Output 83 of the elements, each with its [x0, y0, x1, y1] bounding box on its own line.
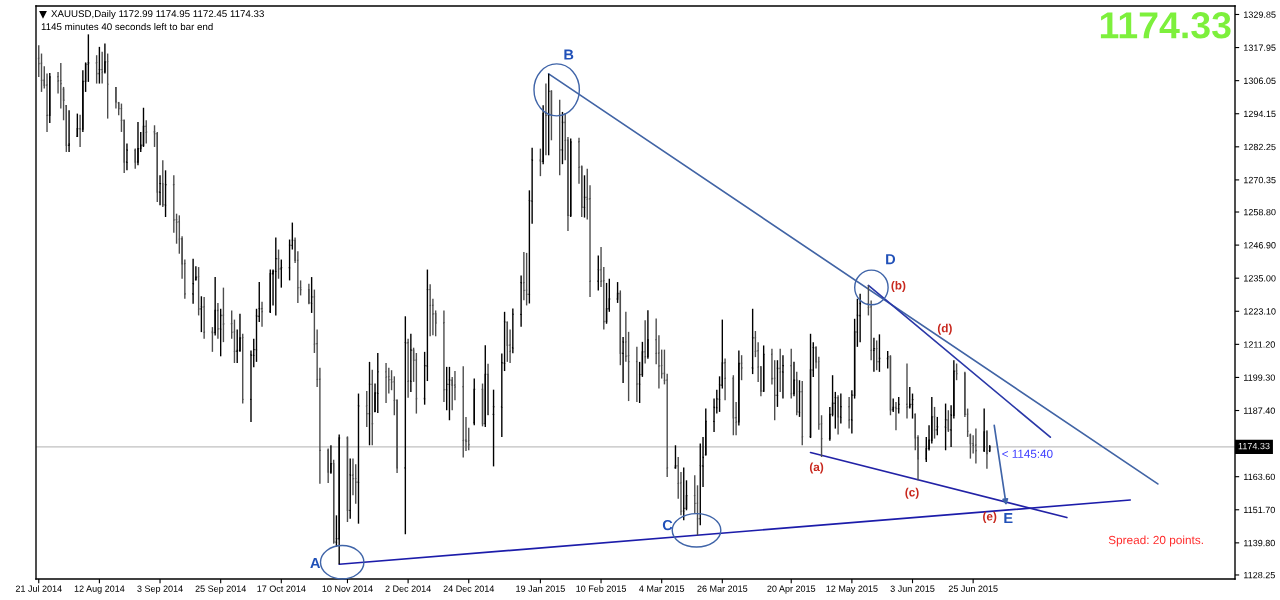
- x-tick-label: 12 Aug 2014: [74, 585, 125, 594]
- candlestick: [158, 174, 162, 207]
- candlestick: [480, 382, 485, 428]
- candlestick: [731, 374, 735, 436]
- y-tick-label: 1223.10: [1244, 308, 1276, 315]
- candlestick: [643, 319, 647, 365]
- x-tick-label: 2 Dec 2014: [385, 585, 431, 592]
- x-tick-label: 10 Feb 2015: [576, 585, 627, 592]
- y-tick-label: 1199.30: [1244, 374, 1275, 381]
- x-tick-label: 3 Jun 2015: [890, 585, 935, 592]
- annotation: (d): [937, 323, 952, 335]
- x-tick-label: 3 Sep 2014: [137, 585, 183, 594]
- y-tick-label: 1246.90: [1244, 242, 1276, 249]
- annotation: (c): [905, 487, 919, 499]
- candlestick: [646, 309, 650, 360]
- y-tick-label: 1270.35: [1244, 176, 1276, 184]
- candlestick: [114, 86, 118, 110]
- y-tick-label: 1282.25: [1244, 143, 1276, 151]
- x-tick-label: 4 Mar 2015: [639, 585, 685, 592]
- candlestick: [486, 363, 490, 416]
- y-tick-label: 1294.15: [1244, 110, 1276, 118]
- candlestick: [384, 362, 388, 404]
- y-tick-label: 1187.40: [1244, 407, 1275, 414]
- candlestick: [483, 344, 487, 428]
- candlestick: [905, 362, 909, 420]
- candlestick: [268, 268, 272, 314]
- candlestick: [836, 394, 840, 436]
- annotation: Spread: 20 points.: [1108, 535, 1203, 547]
- ref-line-label: 1174.33: [1238, 442, 1270, 450]
- candlestick: [847, 396, 851, 430]
- text: 1145 minutes 40 seconds left to bar end: [41, 22, 213, 31]
- annotation: < 1145:40: [1002, 449, 1053, 458]
- y-tick-label: 1139.80: [1244, 539, 1275, 547]
- x-tick-label: 25 Sep 2014: [195, 585, 247, 594]
- annotation: C: [662, 519, 673, 531]
- candlestick: [762, 344, 766, 393]
- x-tick-label: 21 Jul 2014: [15, 585, 62, 592]
- annotation: (e): [983, 511, 997, 523]
- x-tick-label: 10 Nov 2014: [322, 585, 373, 592]
- x-tick-label: 17 Oct 2014: [257, 585, 306, 592]
- y-tick-label: 1151.70: [1244, 506, 1275, 514]
- x-tick-label: 25 Jun 2015: [948, 585, 998, 592]
- candlestick: [329, 444, 333, 475]
- y-tick-label: 1128.25: [1244, 571, 1275, 579]
- x-tick-label: 26 Mar 2015: [697, 585, 748, 592]
- annotation: A: [310, 558, 321, 569]
- candlestick: [125, 142, 129, 172]
- candlestick: [472, 377, 476, 426]
- candlestick: [974, 427, 978, 465]
- candlestick: [376, 352, 380, 414]
- candlestick: [67, 109, 71, 153]
- y-tick-label: 1235.00: [1244, 275, 1276, 282]
- y-tick-label: 1163.60: [1244, 473, 1275, 481]
- annotation: E: [1004, 513, 1013, 524]
- annotation: 1174.33: [1100, 11, 1231, 39]
- x-tick-label: 24 Dec 2014: [443, 585, 495, 592]
- y-tick-label: 1211.20: [1244, 341, 1275, 348]
- candlestick: [982, 407, 986, 453]
- x-tick-label: 20 Apr 2015: [767, 585, 816, 594]
- y-tick-label: 1258.80: [1244, 208, 1276, 216]
- candlestick: [326, 447, 330, 484]
- y-tick-label: 1317.95: [1244, 44, 1276, 51]
- x-tick-label: 19 Jan 2015: [516, 585, 565, 592]
- annotation: (a): [809, 462, 824, 474]
- candlestick: [723, 357, 727, 401]
- annotation: D: [886, 254, 896, 265]
- candlestick: [839, 392, 843, 425]
- chart-title: XAUUSD,Daily 1172.99 1174.95 1172.45 1174.33: [51, 9, 264, 20]
- candlestick: [307, 283, 311, 306]
- candlestick: [569, 137, 573, 218]
- annotation: B: [564, 49, 574, 60]
- y-tick-label: 1329.85: [1244, 11, 1276, 18]
- x-tick-label: 12 May 2015: [826, 585, 878, 594]
- candlestick: [403, 315, 407, 535]
- annotation: (b): [891, 280, 906, 292]
- candlestick: [505, 321, 509, 363]
- candlestick: [654, 317, 658, 366]
- candlestick: [191, 258, 195, 305]
- y-tick-label: 1306.05: [1244, 77, 1276, 85]
- candlestick: [428, 283, 432, 337]
- candlestick: [704, 407, 708, 456]
- candlestick: [712, 397, 716, 433]
- candlestick: [136, 121, 140, 167]
